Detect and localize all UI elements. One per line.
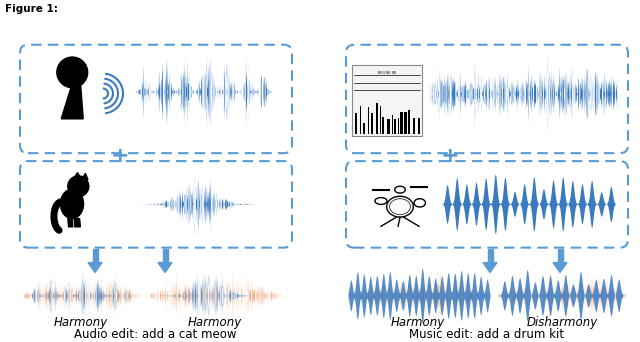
FancyBboxPatch shape	[400, 111, 403, 134]
FancyBboxPatch shape	[352, 65, 422, 136]
Text: Harmony: Harmony	[391, 316, 445, 329]
FancyBboxPatch shape	[404, 112, 407, 134]
FancyBboxPatch shape	[355, 113, 357, 134]
Polygon shape	[88, 263, 102, 273]
FancyBboxPatch shape	[368, 107, 369, 134]
FancyBboxPatch shape	[346, 45, 628, 153]
Polygon shape	[553, 263, 567, 273]
Polygon shape	[557, 249, 563, 263]
Polygon shape	[73, 173, 81, 180]
FancyBboxPatch shape	[418, 118, 420, 134]
Circle shape	[68, 176, 89, 197]
Polygon shape	[488, 249, 493, 263]
Polygon shape	[483, 263, 497, 273]
FancyBboxPatch shape	[376, 103, 378, 134]
FancyBboxPatch shape	[360, 106, 361, 134]
Text: +: +	[441, 146, 460, 166]
Circle shape	[57, 57, 88, 88]
FancyBboxPatch shape	[20, 161, 292, 248]
Polygon shape	[81, 173, 88, 180]
Text: Figure 1:: Figure 1:	[5, 4, 58, 14]
Polygon shape	[163, 249, 168, 263]
FancyBboxPatch shape	[382, 117, 385, 134]
FancyBboxPatch shape	[387, 119, 390, 134]
Text: Disharmony: Disharmony	[526, 316, 598, 329]
Text: Audio edit: add a cat meow: Audio edit: add a cat meow	[74, 328, 236, 341]
FancyBboxPatch shape	[363, 122, 365, 134]
FancyBboxPatch shape	[392, 115, 393, 134]
Text: +: +	[111, 146, 129, 166]
FancyBboxPatch shape	[380, 106, 381, 134]
Polygon shape	[74, 219, 81, 227]
Text: Harmony: Harmony	[188, 316, 242, 329]
FancyBboxPatch shape	[408, 110, 410, 134]
Ellipse shape	[60, 189, 84, 219]
Polygon shape	[93, 249, 97, 263]
Text: IIIIII IIII IIII: IIIIII IIII IIII	[378, 71, 396, 75]
FancyBboxPatch shape	[394, 119, 396, 134]
Text: Music edit: add a drum kit: Music edit: add a drum kit	[410, 328, 564, 341]
FancyBboxPatch shape	[346, 161, 628, 248]
Text: Harmony: Harmony	[54, 316, 108, 329]
Polygon shape	[70, 79, 79, 88]
Polygon shape	[68, 219, 73, 227]
FancyBboxPatch shape	[413, 118, 415, 134]
FancyBboxPatch shape	[397, 118, 399, 134]
Polygon shape	[158, 263, 172, 273]
FancyBboxPatch shape	[20, 45, 292, 153]
Polygon shape	[61, 83, 83, 119]
FancyBboxPatch shape	[371, 113, 373, 134]
